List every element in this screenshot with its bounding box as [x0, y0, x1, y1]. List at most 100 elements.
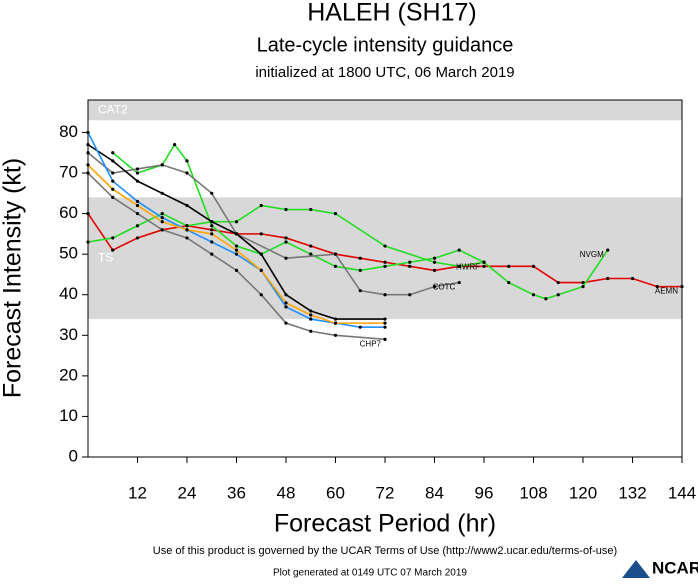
- band-label: CAT1: [98, 151, 128, 165]
- data-point: [544, 297, 548, 301]
- data-point: [210, 224, 214, 228]
- data-point: [457, 264, 461, 268]
- data-point: [259, 293, 263, 297]
- data-point: [358, 268, 362, 272]
- y-tick-label: 70: [59, 163, 78, 182]
- x-tick-label: 108: [519, 483, 547, 502]
- data-point: [358, 256, 362, 260]
- data-point: [358, 289, 362, 293]
- data-point: [185, 159, 189, 163]
- data-point: [135, 236, 140, 240]
- data-point: [284, 256, 288, 260]
- y-tick-label: 30: [59, 325, 78, 344]
- data-point: [408, 260, 412, 264]
- data-point: [135, 179, 140, 183]
- y-tick-label: 0: [69, 446, 78, 465]
- x-axis-label: Forecast Period (hr): [274, 510, 496, 538]
- data-point: [482, 264, 486, 268]
- data-point: [309, 317, 313, 321]
- chart-subtitle: Late-cycle intensity guidance: [257, 34, 514, 56]
- data-point: [630, 276, 635, 281]
- x-tick-label: 36: [227, 483, 246, 502]
- data-point: [284, 305, 288, 309]
- data-point: [432, 268, 437, 272]
- x-tick-label: 72: [376, 483, 395, 502]
- data-point: [383, 244, 387, 248]
- band-label: TS: [98, 250, 113, 264]
- data-point: [234, 220, 239, 224]
- data-point: [86, 163, 90, 167]
- data-point: [309, 329, 313, 333]
- data-point: [383, 321, 387, 325]
- x-tick-label: 60: [326, 483, 345, 502]
- data-point: [333, 211, 338, 216]
- data-point: [111, 195, 115, 199]
- data-point: [86, 211, 90, 216]
- data-point: [655, 285, 659, 289]
- data-point: [432, 285, 437, 289]
- chart-note: initialized at 1800 UTC, 06 March 2019: [255, 64, 514, 81]
- data-point: [111, 171, 115, 175]
- x-tick-label: 144: [668, 483, 696, 502]
- data-point: [185, 203, 189, 208]
- data-point: [135, 167, 140, 171]
- data-point: [531, 264, 536, 268]
- data-point: [333, 264, 338, 268]
- data-point: [259, 203, 263, 208]
- data-point: [408, 264, 412, 268]
- data-point: [333, 333, 338, 337]
- data-point: [234, 244, 239, 248]
- data-point: [358, 325, 362, 329]
- series-line: [87, 143, 385, 320]
- data-point: [111, 159, 115, 163]
- data-point: [234, 252, 239, 256]
- data-point: [259, 268, 263, 272]
- data-point: [173, 143, 177, 147]
- x-tick-label: 84: [425, 483, 444, 502]
- series-label: NVGM: [580, 250, 604, 259]
- data-point: [210, 240, 214, 244]
- data-point: [556, 280, 560, 285]
- data-point: [284, 321, 288, 325]
- data-point: [284, 236, 288, 240]
- logo: NCAR: [652, 558, 698, 577]
- data-point: [111, 248, 115, 252]
- data-point: [383, 264, 387, 268]
- data-point: [259, 252, 263, 256]
- data-point: [185, 224, 189, 228]
- data-point: [160, 216, 164, 220]
- x-tick-label: 96: [475, 483, 494, 502]
- x-tick-label: 24: [178, 483, 197, 502]
- data-point: [210, 191, 214, 195]
- logo-icon: [622, 560, 650, 578]
- data-point: [210, 228, 214, 232]
- series-line: [87, 164, 385, 324]
- y-tick-label: 10: [59, 406, 78, 425]
- data-point: [581, 280, 585, 285]
- data-point: [86, 240, 90, 244]
- data-point: [581, 285, 585, 289]
- band-label: CAT2: [98, 102, 128, 116]
- data-point: [284, 301, 288, 305]
- data-point: [160, 228, 164, 232]
- data-point: [111, 236, 115, 240]
- data-point: [160, 211, 164, 216]
- series-line: [87, 172, 386, 341]
- data-point: [383, 317, 387, 321]
- data-point: [86, 130, 90, 135]
- data-point: [556, 293, 560, 297]
- data-point: [111, 187, 115, 191]
- data-point: [210, 232, 214, 236]
- series-line: [87, 152, 460, 296]
- data-point: [185, 236, 189, 240]
- y-tick-label: 80: [59, 122, 78, 141]
- data-point: [408, 293, 412, 297]
- series-label: HWRF: [456, 262, 480, 271]
- data-point: [333, 252, 338, 256]
- data-point: [234, 248, 239, 252]
- series-label: CHP7: [360, 339, 382, 348]
- data-point: [309, 309, 313, 313]
- x-tick-label: 120: [569, 483, 597, 502]
- y-axis-label: Forecast Intensity (kt): [0, 158, 27, 398]
